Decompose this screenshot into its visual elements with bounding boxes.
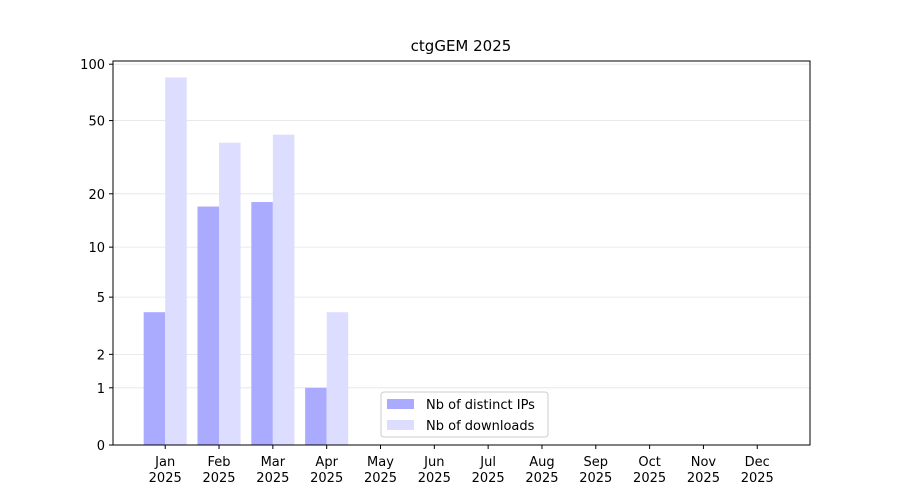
y-tick-label: 1 — [97, 382, 105, 397]
legend-swatch — [387, 399, 414, 409]
x-tick-label: Dec 2025 — [741, 455, 774, 486]
legend-label: Nb of distinct IPs — [426, 398, 535, 413]
x-tick-label: Sep 2025 — [579, 455, 612, 486]
bar — [219, 142, 241, 445]
x-tick-label: Jun 2025 — [418, 455, 451, 486]
x-tick-label: Apr 2025 — [310, 455, 343, 486]
x-tick-label: Feb 2025 — [202, 455, 235, 486]
bar — [326, 312, 349, 445]
bar — [305, 387, 327, 445]
y-tick-label: 2 — [97, 348, 105, 363]
legend-box — [380, 391, 549, 438]
y-tick-label: 5 — [97, 291, 105, 306]
x-tick-label: Jul 2025 — [472, 455, 505, 486]
bar — [251, 202, 273, 445]
x-tick-label: May 2025 — [364, 455, 397, 486]
plot-frame — [112, 60, 811, 446]
y-tick-label: 10 — [88, 241, 105, 256]
legend-swatch — [387, 420, 414, 430]
bar — [143, 312, 166, 445]
x-tick-label: Oct 2025 — [633, 455, 666, 486]
y-tick-label: 50 — [88, 115, 105, 130]
bar — [272, 134, 295, 445]
x-tick-label: Aug 2025 — [525, 455, 558, 486]
x-tick-label: Nov 2025 — [687, 455, 720, 486]
bar — [197, 206, 220, 445]
x-tick-label: Jan 2025 — [149, 455, 182, 486]
chart-title: ctgGEM 2025 — [411, 37, 512, 55]
legend-label: Nb of downloads — [426, 419, 535, 434]
bar — [165, 77, 187, 445]
y-tick-label: 0 — [97, 439, 105, 454]
x-tick-label: Mar 2025 — [256, 455, 289, 486]
y-tick-label: 20 — [88, 188, 105, 203]
y-tick-label: 100 — [80, 58, 105, 73]
